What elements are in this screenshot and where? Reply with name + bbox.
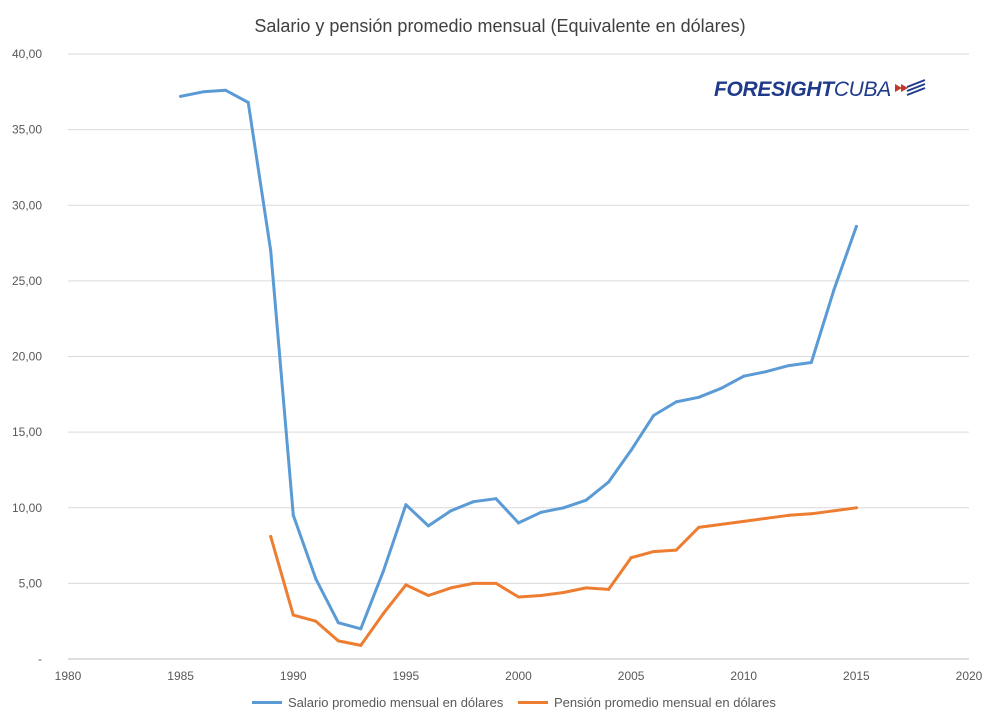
- x-tick-label: 1990: [280, 669, 307, 683]
- data-point: [539, 510, 543, 514]
- data-point: [584, 586, 588, 590]
- data-point: [449, 509, 453, 513]
- y-tick-label: 25,00: [12, 274, 42, 288]
- chart-title: Salario y pensión promedio mensual (Equi…: [254, 16, 746, 36]
- data-point: [832, 509, 836, 513]
- data-point: [562, 590, 566, 594]
- foresightcuba-logo: FORESIGHTCUBA: [714, 78, 927, 102]
- data-point: [381, 569, 385, 573]
- data-point: [404, 583, 408, 587]
- data-point: [269, 249, 273, 253]
- y-tick-label: 40,00: [12, 47, 42, 61]
- legend-swatch-pension: [518, 701, 548, 704]
- data-point: [494, 581, 498, 585]
- data-point: [674, 400, 678, 404]
- data-point: [314, 619, 318, 623]
- logo-text-cuba: CUBA: [833, 78, 891, 101]
- axes: - 5,00 10,00 15,00 20,00 25,00 30,00 35,00 40,00…: [12, 47, 983, 683]
- data-point: [629, 556, 633, 560]
- legend-item-salario: Salario promedio mensual en dólares: [252, 695, 503, 710]
- x-tick-label: 2005: [618, 669, 645, 683]
- y-tick-label: -: [38, 652, 42, 666]
- y-tick-label: 5,00: [19, 576, 43, 590]
- data-point: [426, 593, 430, 597]
- data-point: [652, 550, 656, 554]
- data-point: [584, 498, 588, 502]
- grid-lines: [68, 53, 969, 660]
- y-tick-label: 10,00: [12, 501, 42, 515]
- y-tick-label: 30,00: [12, 198, 42, 212]
- data-point: [742, 519, 746, 523]
- data-point: [471, 500, 475, 504]
- data-point: [381, 612, 385, 616]
- series-lines: [179, 88, 858, 647]
- data-point: [494, 497, 498, 501]
- data-point: [517, 521, 520, 525]
- data-point: [471, 581, 475, 585]
- data-point: [652, 413, 656, 417]
- data-point: [404, 503, 408, 507]
- series-line-1: [269, 506, 858, 647]
- data-point: [764, 516, 768, 520]
- data-point: [336, 639, 340, 643]
- data-point: [449, 586, 453, 590]
- x-tick-label: 2020: [956, 669, 983, 683]
- data-point: [697, 395, 701, 399]
- data-point: [269, 534, 273, 538]
- data-point: [719, 522, 723, 526]
- data-point: [359, 643, 363, 647]
- series-line-0: [179, 88, 858, 631]
- data-point: [787, 364, 791, 368]
- data-point: [336, 621, 340, 625]
- data-point: [562, 506, 566, 510]
- data-point: [314, 577, 318, 581]
- data-point: [854, 224, 858, 228]
- x-tick-label: 2010: [730, 669, 757, 683]
- x-tick-label: 1980: [55, 669, 82, 683]
- x-tick-label: 1995: [393, 669, 420, 683]
- data-point: [809, 361, 813, 365]
- x-tick-label: 2015: [843, 669, 870, 683]
- data-point: [517, 595, 520, 599]
- data-point: [697, 525, 701, 529]
- y-tick-label: 15,00: [12, 425, 42, 439]
- legend-item-pension: Pensión promedio mensual en dólares: [518, 695, 776, 710]
- data-point: [764, 370, 768, 374]
- data-point: [224, 88, 228, 92]
- data-point: [674, 548, 678, 552]
- data-point: [539, 593, 543, 597]
- logo-arrows-icon: [894, 79, 926, 96]
- data-point: [787, 513, 791, 517]
- legend-swatch-salario: [252, 701, 282, 704]
- legend-label-pension: Pensión promedio mensual en dólares: [554, 695, 776, 710]
- y-tick-label: 20,00: [12, 350, 42, 364]
- data-point: [201, 90, 205, 94]
- logo-text-foresight: FORESIGHT: [714, 78, 834, 101]
- x-tick-label: 1985: [167, 669, 194, 683]
- data-point: [291, 513, 295, 517]
- data-point: [359, 627, 363, 631]
- data-point: [629, 448, 633, 452]
- data-point: [179, 94, 183, 98]
- legend-label-salario: Salario promedio mensual en dólares: [288, 695, 504, 710]
- data-point: [719, 386, 723, 390]
- data-point: [854, 506, 858, 510]
- data-point: [426, 524, 430, 528]
- data-point: [246, 100, 250, 104]
- x-tick-label: 2000: [505, 669, 532, 683]
- data-point: [742, 374, 746, 378]
- data-point: [291, 613, 295, 617]
- y-tick-label: 35,00: [12, 123, 42, 137]
- data-point: [809, 512, 813, 516]
- data-point: [607, 587, 611, 591]
- data-point: [607, 480, 611, 484]
- data-point: [832, 288, 836, 292]
